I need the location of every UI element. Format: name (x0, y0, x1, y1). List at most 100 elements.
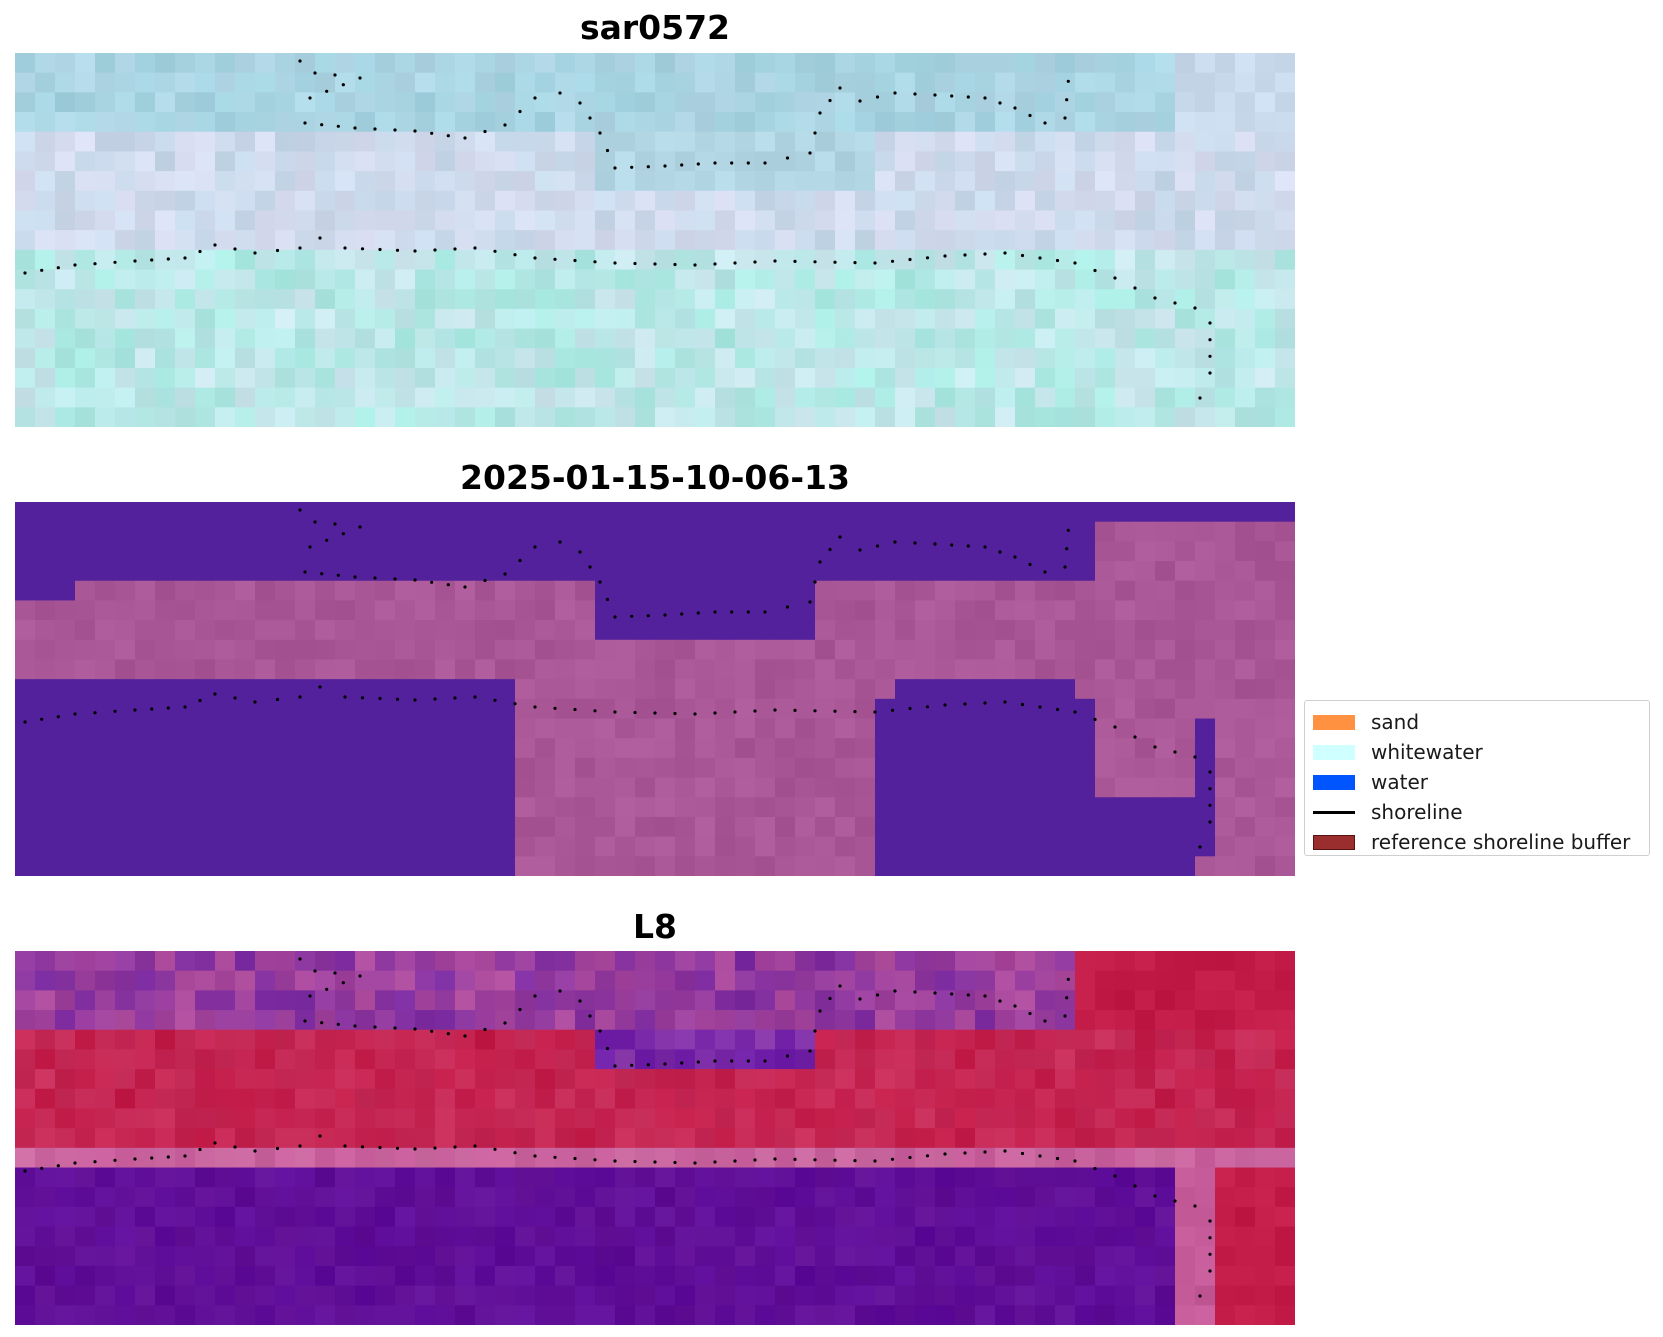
shoreline-dot-upper (303, 570, 307, 574)
shoreline-dot-lower (433, 248, 437, 252)
shoreline-dot-lower (793, 708, 797, 712)
shoreline-dot-lower (183, 256, 187, 260)
shoreline-dot-upper (518, 1007, 522, 1012)
shoreline-dot-upper (818, 1009, 822, 1013)
shoreline-dot-lower (413, 1147, 417, 1151)
shoreline-dot-upper (336, 124, 340, 128)
shoreline-dot-upper (503, 123, 507, 127)
shoreline-dot-lower (983, 1150, 987, 1154)
panel-title-sar: sar0572 (579, 8, 731, 47)
shoreline-dot-lower (693, 712, 697, 716)
shoreline-dot-upper (336, 1022, 340, 1026)
shoreline-dot-upper (785, 156, 790, 160)
shoreline-dot-lower (253, 251, 257, 255)
shoreline-dot-lower (533, 1154, 537, 1158)
shoreline-dot-lower (56, 266, 60, 270)
legend-label: shoreline (1371, 800, 1463, 824)
shoreline-dot-lower (133, 259, 137, 263)
shoreline-dot-lower (773, 1157, 777, 1161)
shoreline-dot-lower (1133, 1184, 1137, 1188)
shoreline-dot-upper (696, 1060, 700, 1064)
shoreline-dot-lower (343, 246, 347, 250)
shoreline-dot-upper (598, 131, 602, 135)
shoreline-dot-lower (23, 720, 27, 724)
shoreline-dot-upper (950, 992, 954, 996)
shoreline-dot-upper (893, 540, 897, 544)
shoreline-dot-lower (23, 271, 27, 275)
shoreline-dot-upper (341, 532, 345, 536)
shoreline-dot-upper (1063, 116, 1067, 120)
shoreline-dot-lower (1093, 268, 1097, 273)
shoreline-dot-lower (433, 1146, 437, 1150)
shoreline-dot-lower (93, 1160, 97, 1164)
shoreline-dot-lower (853, 261, 857, 265)
shoreline-dot-upper (713, 1059, 717, 1063)
shoreline-dot-lower (493, 249, 497, 253)
shoreline-dot-lower (833, 1158, 837, 1162)
shoreline-dot-upper (503, 1021, 507, 1025)
shoreline-dot-lower (925, 705, 930, 709)
shoreline-dot-upper (413, 129, 417, 133)
shoreline-dot-lower (873, 261, 877, 265)
shoreline-dot-lower (275, 1146, 280, 1151)
shoreline-dot-upper (746, 1059, 750, 1063)
shoreline-dot-upper (605, 148, 610, 153)
shoreline-dot-lower (1003, 251, 1007, 255)
shoreline-dot-upper (1013, 555, 1017, 559)
shoreline-dot-lower (1173, 301, 1177, 305)
shoreline-dot-lower (890, 259, 895, 263)
shoreline-dot-lower (633, 1159, 637, 1164)
shoreline-dot-upper (1013, 106, 1017, 110)
shoreline-dot-upper (558, 989, 562, 993)
shoreline-dot-upper (298, 508, 302, 512)
shoreline-dot-upper (808, 151, 812, 155)
shoreline-dot-upper (913, 92, 917, 96)
shoreline-dot-upper (763, 610, 767, 614)
shoreline-dot-upper (1063, 565, 1067, 569)
shoreline-dot-lower (1113, 725, 1117, 729)
shoreline-dot-upper (763, 161, 767, 165)
shoreline-dot-upper (298, 957, 302, 961)
shoreline-dot-lower (113, 260, 117, 264)
shoreline-dot-lower (1038, 1154, 1042, 1158)
shoreline-dot-upper (1065, 996, 1069, 1000)
shoreline-dot-lower (1093, 1166, 1097, 1171)
shoreline-dot-upper (463, 136, 467, 140)
shoreline-dot-lower (56, 1164, 60, 1168)
shoreline-dot-upper (1028, 562, 1032, 567)
shoreline-dot-lower (56, 715, 60, 719)
shoreline-dot-lower (773, 708, 777, 712)
shoreline-dot-upper (588, 565, 592, 569)
shoreline-dot-upper (303, 1019, 307, 1023)
shoreline-dot-lower (395, 248, 400, 252)
shoreline-dot-lower (983, 701, 987, 705)
shoreline-dot-upper (933, 542, 937, 546)
shoreline-dot-upper (998, 999, 1002, 1003)
classification-image-panel (15, 502, 1295, 876)
shoreline-dot-upper (1043, 1019, 1047, 1023)
shoreline-dot-upper (358, 76, 362, 80)
shoreline-dot-upper (613, 1064, 617, 1068)
shoreline-dot-upper (320, 572, 324, 576)
shoreline-dot-lower (733, 261, 737, 265)
shoreline-dot-lower (593, 1158, 597, 1162)
shoreline-dot-upper (663, 613, 667, 617)
shoreline-dot-lower (198, 249, 202, 254)
shoreline-dot-lower (513, 1151, 517, 1155)
shoreline-dot-upper (858, 548, 862, 552)
shoreline-dot-upper (1066, 79, 1070, 83)
shoreline-dot-upper (483, 1027, 487, 1032)
shoreline-dot-upper (578, 999, 582, 1003)
shoreline-dot-lower (473, 1144, 477, 1148)
shoreline-dot-upper (998, 101, 1002, 105)
shoreline-dot-upper (463, 585, 467, 589)
shoreline-dot-upper (983, 994, 987, 998)
shoreline-dot-lower (360, 1145, 365, 1149)
shoreline-dot-upper (483, 129, 487, 134)
shoreline-dot-lower (1113, 1174, 1117, 1178)
shoreline-dot-lower (233, 1145, 237, 1149)
shoreline-dot-lower (633, 261, 637, 266)
shoreline-dot-lower (673, 1160, 677, 1165)
shoreline-dot-lower (908, 257, 912, 262)
shoreline-dot-upper (413, 1027, 417, 1031)
